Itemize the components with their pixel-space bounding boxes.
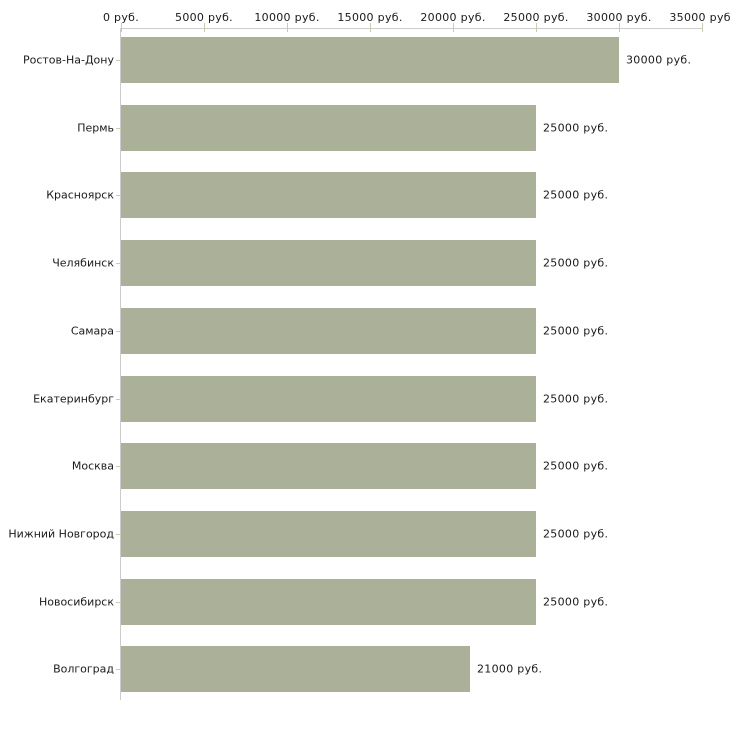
- category-label: Красноярск: [46, 188, 114, 202]
- x-axis-tick-label: 30000 руб.: [586, 11, 652, 24]
- y-axis-tick-mark: [116, 128, 121, 129]
- y-axis-tick-mark: [116, 331, 121, 332]
- bar: [121, 308, 536, 354]
- y-axis-tick-mark: [116, 195, 121, 196]
- bar: [121, 240, 536, 286]
- y-axis-tick-mark: [116, 534, 121, 535]
- category-label: Самара: [70, 324, 114, 338]
- bar: [121, 511, 536, 557]
- y-axis-line: [120, 28, 121, 700]
- x-axis-tick-mark: [370, 23, 371, 32]
- bar: [121, 172, 536, 218]
- y-axis-tick-mark: [116, 399, 121, 400]
- x-axis-tick-label: 5000 руб.: [175, 11, 233, 24]
- y-axis-tick-mark: [116, 669, 121, 670]
- category-label: Челябинск: [52, 256, 114, 270]
- x-axis-tick-mark: [702, 23, 703, 32]
- x-axis-tick-label: 10000 руб.: [254, 11, 320, 24]
- value-label: 25000 руб.: [543, 256, 609, 270]
- x-axis-tick-mark: [204, 23, 205, 32]
- bar: [121, 646, 470, 692]
- category-label: Ростов-На-Дону: [22, 53, 114, 67]
- x-axis-tick-mark: [453, 23, 454, 32]
- x-axis-line: [121, 28, 703, 29]
- x-axis-tick-mark: [121, 23, 122, 32]
- bar: [121, 579, 536, 625]
- x-axis-tick-label: 15000 руб.: [337, 11, 403, 24]
- bar: [121, 376, 536, 422]
- value-label: 25000 руб.: [543, 459, 609, 473]
- category-label: Екатеринбург: [33, 392, 114, 405]
- value-label: 25000 руб.: [543, 121, 609, 135]
- y-axis-tick-mark: [116, 466, 121, 467]
- x-axis-tick-mark: [536, 23, 537, 32]
- x-axis-tick-mark: [287, 23, 288, 32]
- y-axis-tick-mark: [116, 602, 121, 603]
- x-axis-tick-label: 0 руб.: [102, 11, 140, 24]
- value-label: 25000 руб.: [543, 392, 609, 405]
- category-label: Волгоград: [53, 662, 114, 676]
- x-axis-tick-label: 20000 руб.: [420, 11, 486, 24]
- value-label: 25000 руб.: [543, 527, 609, 541]
- category-label: Москва: [71, 459, 114, 473]
- value-label: 30000 руб.: [626, 53, 692, 67]
- y-axis-tick-mark: [116, 263, 121, 264]
- category-label: Пермь: [77, 121, 114, 135]
- value-label: 25000 руб.: [543, 595, 609, 609]
- bar: [121, 105, 536, 151]
- value-label: 25000 руб.: [543, 188, 609, 202]
- bar: [121, 37, 619, 83]
- x-axis-tick-label: 35000 руб.: [669, 11, 730, 24]
- y-axis-tick-mark: [116, 60, 121, 61]
- bar: [121, 443, 536, 489]
- category-label: Нижний Новгород: [8, 527, 114, 541]
- x-axis-tick-label: 25000 руб.: [503, 11, 569, 24]
- value-label: 21000 руб.: [477, 662, 543, 676]
- category-label: Новосибирск: [38, 595, 114, 609]
- x-axis-tick-mark: [619, 23, 620, 32]
- value-label: 25000 руб.: [543, 324, 609, 338]
